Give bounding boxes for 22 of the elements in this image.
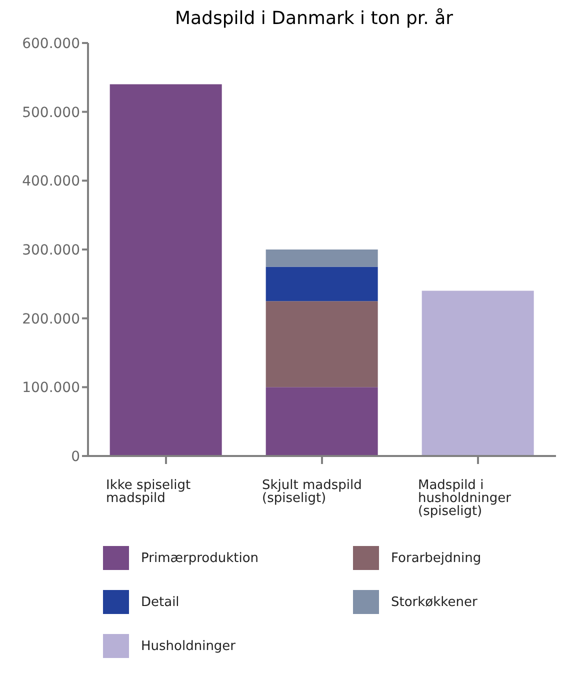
bar xyxy=(422,290,534,456)
y-tick-label: 500.000 xyxy=(22,104,80,121)
legend-label: Detail xyxy=(141,594,180,610)
legend-label: Storkøkkener xyxy=(391,594,478,610)
x-tick-label: Madspild i husholdninger (spiseligt) xyxy=(418,478,512,520)
chart-title: Madspild i Danmark i ton pr. år xyxy=(174,8,454,29)
bar xyxy=(266,266,378,302)
x-tick-label: Ikke spiseligt madspild xyxy=(106,478,191,506)
legend-label: Primærproduktion xyxy=(141,550,259,566)
bar xyxy=(266,250,378,267)
y-tick-label: 600.000 xyxy=(22,36,80,52)
y-tick-label: 0 xyxy=(71,448,80,465)
bar xyxy=(110,84,222,456)
legend-label: Husholdninger xyxy=(141,638,236,654)
y-tick-label: 400.000 xyxy=(22,174,80,190)
bar xyxy=(266,301,378,388)
y-tick-label: 200.000 xyxy=(22,311,80,328)
legend-label: Forarbejdning xyxy=(391,550,482,566)
bar xyxy=(266,387,378,456)
y-tick-label: 300.000 xyxy=(22,242,80,258)
x-tick-label: Skjult madspild (spiseligt) xyxy=(262,478,362,506)
y-tick-label: 100.000 xyxy=(22,380,80,396)
